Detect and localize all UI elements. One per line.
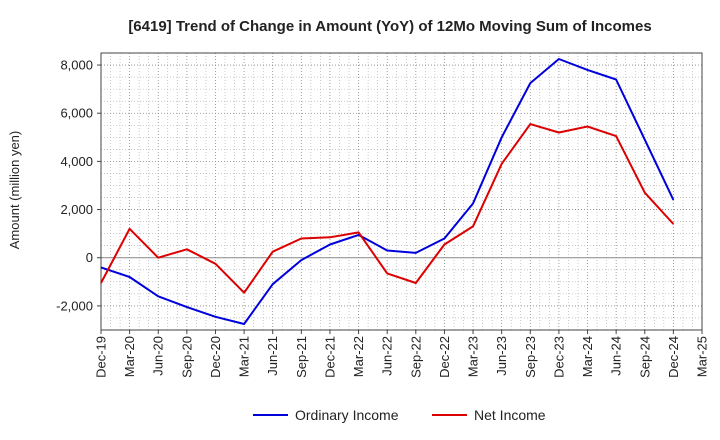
plot-frame [100, 52, 703, 331]
x-tick-label: Sep-20 [179, 336, 194, 378]
x-tick-label: Dec-23 [551, 336, 566, 378]
x-tick-label: Sep-22 [408, 336, 423, 378]
x-tick-label: Jun-22 [380, 336, 395, 376]
series-line-net-income [100, 123, 675, 294]
x-tick-label: Jun-21 [265, 336, 280, 376]
x-tick-label: Sep-24 [637, 336, 652, 378]
x-tick-label: Mar-25 [695, 336, 710, 377]
x-tick-label: Mar-24 [580, 336, 595, 377]
plot-area: -2,000 0 2,000 4,000 6,000 8,000 Dec-19 Mar-20 J… [56, 52, 710, 378]
x-tick-label: Dec-21 [322, 336, 337, 378]
y-tick-label: 2,000 [60, 202, 93, 217]
y-tick-label: 4,000 [60, 154, 93, 169]
x-tick-label: Jun-20 [151, 336, 166, 376]
x-tick-label: Jun-24 [609, 336, 624, 376]
x-tick-label: Jun-23 [494, 336, 509, 376]
legend-label: Net Income [474, 407, 546, 423]
series-line-ordinary-income [100, 58, 675, 325]
x-tick-label: Mar-23 [466, 336, 481, 377]
chart-title: [6419] Trend of Change in Amount (YoY) o… [128, 18, 651, 35]
y-tick-label: 6,000 [60, 106, 93, 121]
x-tick-label: Dec-22 [437, 336, 452, 378]
y-tick-label: 0 [86, 250, 93, 265]
x-tick-label: Mar-21 [237, 336, 252, 377]
legend: Ordinary Income Net Income [253, 407, 546, 423]
plot-border [100, 52, 703, 331]
x-tick-label: Dec-24 [666, 336, 681, 378]
x-tick-label: Dec-19 [94, 336, 109, 378]
y-tick-label: 8,000 [60, 58, 93, 73]
x-tick-label: Sep-23 [523, 336, 538, 378]
x-tick-label: Dec-20 [208, 336, 223, 378]
y-axis-label: Amount (million yen) [7, 131, 22, 250]
x-tick-label: Mar-22 [351, 336, 366, 377]
x-tick-label: Sep-21 [294, 336, 309, 378]
x-tick-label: Mar-20 [122, 336, 137, 377]
legend-label: Ordinary Income [295, 407, 399, 423]
y-tick-label: -2,000 [56, 298, 93, 313]
